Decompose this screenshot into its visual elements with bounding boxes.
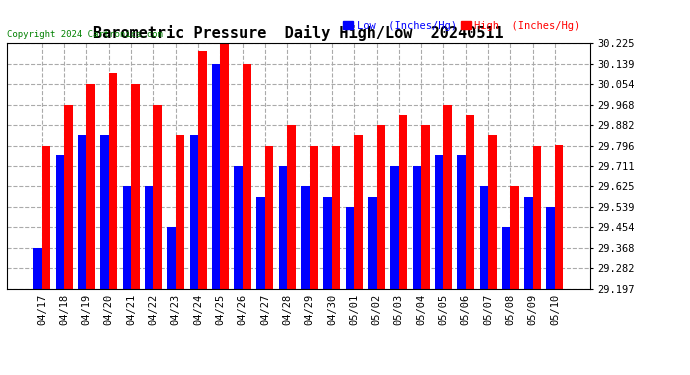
Bar bbox=[198, 51, 206, 289]
Bar bbox=[64, 105, 72, 289]
Bar bbox=[466, 115, 474, 289]
Bar bbox=[287, 125, 296, 289]
Bar bbox=[502, 227, 511, 289]
Bar bbox=[555, 145, 564, 289]
Bar bbox=[310, 146, 318, 289]
Bar bbox=[480, 186, 488, 289]
Bar bbox=[391, 166, 399, 289]
Bar bbox=[332, 146, 340, 289]
Bar bbox=[78, 135, 86, 289]
Bar bbox=[524, 197, 533, 289]
Bar bbox=[257, 197, 265, 289]
Bar bbox=[234, 166, 243, 289]
Bar bbox=[86, 84, 95, 289]
Bar bbox=[511, 186, 519, 289]
Bar bbox=[145, 186, 153, 289]
Bar bbox=[435, 155, 444, 289]
Bar bbox=[212, 64, 220, 289]
Bar bbox=[546, 207, 555, 289]
Bar bbox=[488, 135, 497, 289]
Bar bbox=[399, 115, 407, 289]
Bar bbox=[153, 105, 162, 289]
Bar bbox=[190, 135, 198, 289]
Title: Barometric Pressure  Daily High/Low  20240511: Barometric Pressure Daily High/Low 20240… bbox=[93, 25, 504, 40]
Bar bbox=[301, 186, 310, 289]
Bar bbox=[265, 146, 273, 289]
Bar bbox=[279, 166, 287, 289]
Bar bbox=[457, 155, 466, 289]
Bar bbox=[56, 155, 64, 289]
Bar bbox=[167, 227, 176, 289]
Bar bbox=[346, 207, 354, 289]
Bar bbox=[533, 146, 541, 289]
Bar bbox=[33, 248, 42, 289]
Legend: Low  (Inches/Hg), High  (Inches/Hg): Low (Inches/Hg), High (Inches/Hg) bbox=[339, 16, 584, 35]
Bar bbox=[42, 146, 50, 289]
Bar bbox=[444, 105, 452, 289]
Bar bbox=[377, 125, 385, 289]
Text: Copyright 2024 Cartronics.com: Copyright 2024 Cartronics.com bbox=[7, 30, 163, 39]
Bar bbox=[324, 197, 332, 289]
Bar bbox=[176, 135, 184, 289]
Bar bbox=[131, 84, 139, 289]
Bar bbox=[123, 186, 131, 289]
Bar bbox=[413, 166, 421, 289]
Bar bbox=[220, 43, 229, 289]
Bar bbox=[368, 197, 377, 289]
Bar bbox=[421, 125, 430, 289]
Bar bbox=[243, 64, 251, 289]
Bar bbox=[100, 135, 109, 289]
Bar bbox=[109, 73, 117, 289]
Bar bbox=[354, 135, 363, 289]
